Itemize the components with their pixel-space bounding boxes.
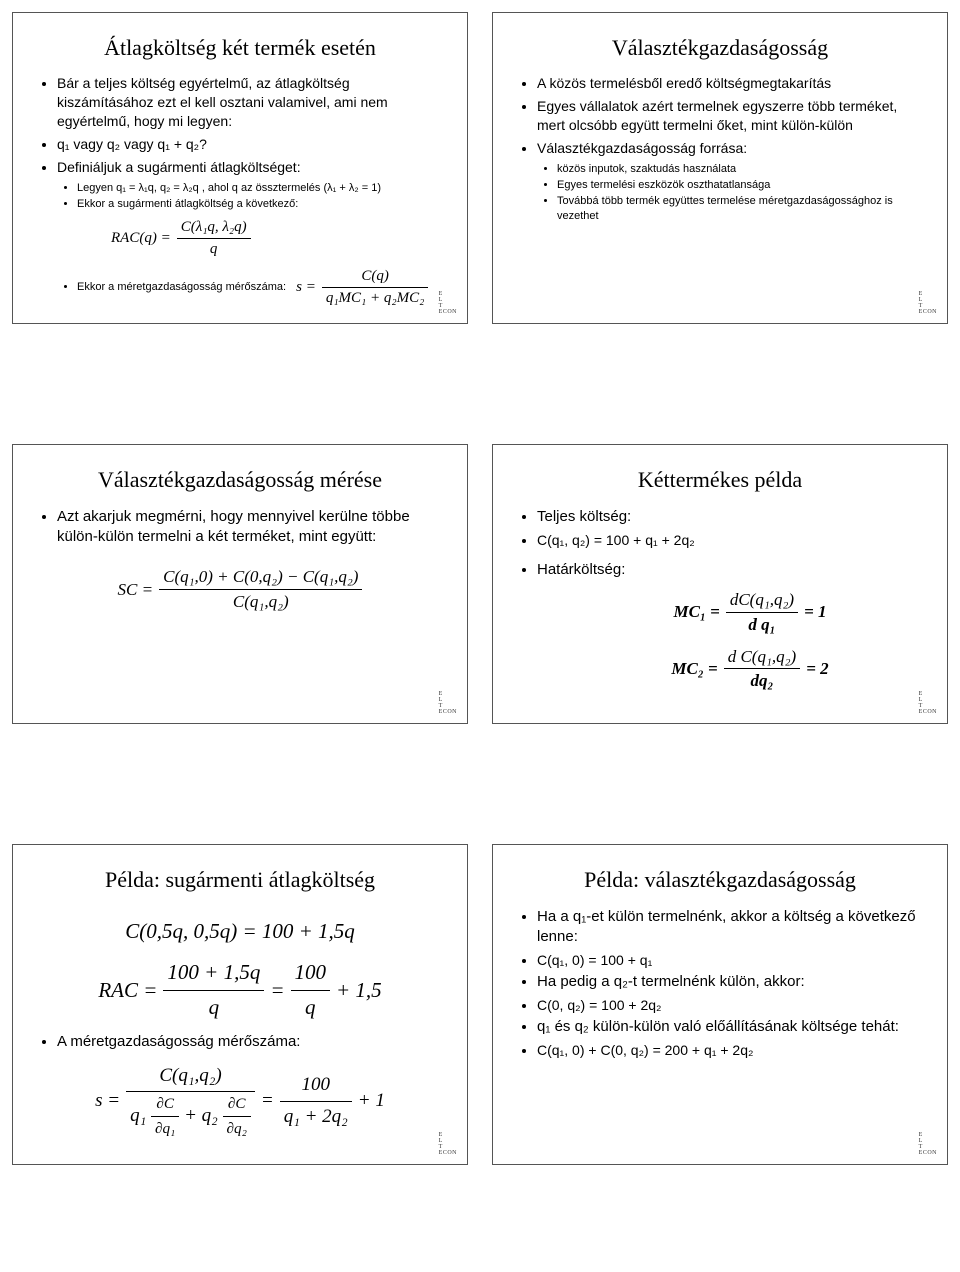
footer-logo: ELTECON [919,291,937,315]
footer-logo: ELTECON [439,291,457,315]
bullet: Határköltség: [537,560,925,580]
sub-bullet: Egyes termelési eszközök oszthatatlanság… [557,178,925,192]
footer-logo: ELTECON [439,691,457,715]
footer-logo: ELTECON [439,1132,457,1156]
bullet: Teljes költség: [537,507,925,527]
slide-title: Átlagköltség két termék esetén [35,35,445,60]
bullet: A közös termelésből eredő költségmegtaka… [537,74,925,93]
formula-c: C(0,5q, 0,5q) = 100 + 1,5q [35,915,445,949]
bullet: q₁ vagy q₂ vagy q₁ + q₂? [57,135,445,154]
slide-5: Példa: sugármenti átlagköltség C(0,5q, 0… [12,844,468,1164]
slide-3: Választékgazdaságosság mérése Azt akarju… [12,444,468,724]
sub-bullet: Továbbá több termék együttes termelése m… [557,194,925,223]
bullet: Egyes vállalatok azért termelnek egyszer… [537,97,925,135]
bullet: Definiáljuk a sugármenti átlagköltséget: [57,158,445,177]
formula-sc: SC = C(q₁,0) + C(0,q₂) − C(q₁,q₂) C(q₁,q… [35,565,445,614]
slide-title: Példa: sugármenti átlagköltség [35,867,445,892]
sub-note: Ekkor a méretgazdaságosság mérőszáma: [77,280,286,294]
bullet: Azt akarjuk megmérni, hogy mennyivel ker… [57,507,445,548]
slide-6: Példa: választékgazdaságosság Ha a q₁-et… [492,844,948,1164]
formula-mc2: MC₂ = d C(q₁,q₂) dq₂ = 2 [515,645,925,694]
formula-s: s = C(q₁,q₂) q₁ ∂C ∂q₁ + q₂ ∂C ∂q₂ [35,1061,445,1142]
slide-title: Választékgazdaságosság mérése [35,467,445,492]
formula-rac: RAC = 100 + 1,5q q = 100 q + 1,5 [35,956,445,1024]
slide-2: Választékgazdaságosság A közös termelésb… [492,12,948,324]
formula: C(q₁, 0) + C(0, q₂) = 200 + q₁ + 2q₂ [537,1041,925,1060]
sub-bullet: Legyen q₁ = λ₁q, q₂ = λ₂q , ahol q az ös… [77,181,445,195]
slide-grid: Átlagköltség két termék esetén Bár a tel… [12,12,948,1165]
formula: C(q₁, 0) = 100 + q₁ [537,951,925,970]
sub-bullet: Ekkor a sugármenti átlagköltség a követk… [77,197,445,211]
footer-logo: ELTECON [919,1132,937,1156]
bullet: Bár a teljes költség egyértelmű, az átla… [57,74,445,131]
bullet: Ha a q₁-et külön termelnénk, akkor a köl… [537,907,925,948]
formula-s: s = C(q) q₁MC₁ + q₂MC₂ [296,266,428,309]
slide-1: Átlagköltség két termék esetén Bár a tel… [12,12,468,324]
formula: C(0, q₂) = 100 + 2q₂ [537,996,925,1015]
formula-cost: C(q₁, q₂) = 100 + q₁ + 2q₂ [537,531,925,550]
slide-title: Kéttermékes példa [515,467,925,492]
formula-mc1: MC₁ = dC(q₁,q₂) d q₁ = 1 [515,588,925,637]
sub-bullet: közös inputok, szaktudás használata [557,162,925,176]
slide-4: Kéttermékes példa Teljes költség: C(q₁, … [492,444,948,724]
slide-title: Választékgazdaságosság [515,35,925,60]
bullet: q₁ és q₂ külön-külön való előállításának… [537,1017,925,1037]
bullet: Választékgazdaságosság forrása: [537,139,925,158]
bullet: A méretgazdaságosság mérőszáma: [57,1032,445,1052]
slide-title: Példa: választékgazdaságosság [515,867,925,892]
bullet: Ha pedig a q₂-t termelnénk külön, akkor: [537,972,925,992]
formula-rac: RAC(q) = C(λ₁q, λ₂q) q [75,217,445,260]
footer-logo: ELTECON [919,691,937,715]
